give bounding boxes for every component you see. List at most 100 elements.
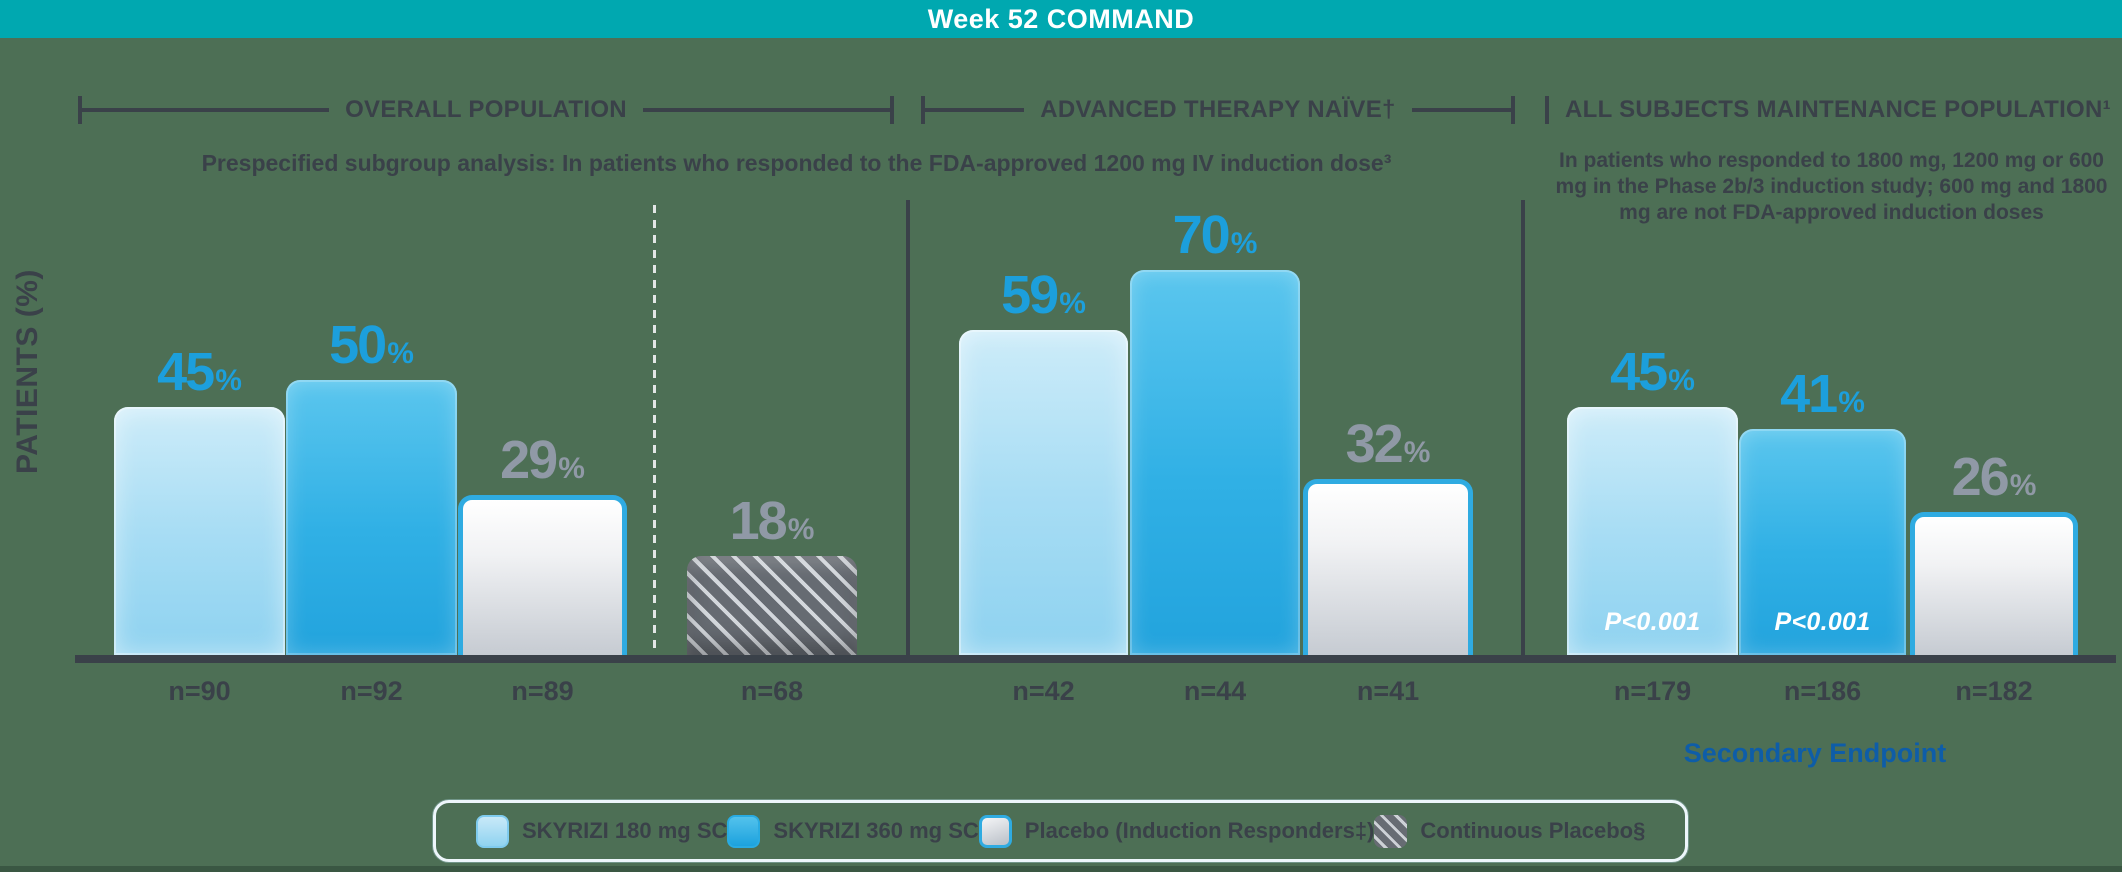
bar-n-label: n=44 [1183, 676, 1247, 706]
percent-sign: % [1668, 364, 1695, 398]
bar-skyrizi-360-maintenance: 41% P<0.001 n=186 [1739, 367, 1906, 706]
bar-rect [687, 556, 857, 655]
bar-n-label: n=42 [1012, 676, 1075, 706]
bar-rect: P<0.001 [1567, 407, 1738, 655]
percent-sign: % [215, 364, 242, 398]
percent-value: 41 [1780, 364, 1838, 425]
bar-placebo-maintenance: 26% n=182 [1910, 450, 2078, 706]
percent-value: 45 [157, 342, 215, 403]
percent-sign: % [1403, 436, 1431, 470]
bar-n-label: n=182 [1955, 676, 2033, 706]
percent-value: 70 [1172, 205, 1231, 266]
section-title-all-subjects-maintenance: ALL SUBJECTS MAINTENANCE POPULATION¹ [1565, 96, 2111, 123]
bar-placebo-overall: 29% n=89 [458, 433, 627, 706]
bar-n-label: n=186 [1783, 676, 1862, 706]
legend-item-continuous-placebo: Continuous Placebo§ [1374, 814, 1646, 848]
bar-percent-label: 59% [1001, 268, 1086, 322]
bar-percent-label: 41% [1780, 367, 1865, 421]
percent-value: 59 [1001, 265, 1059, 326]
percent-sign: % [1838, 386, 1865, 420]
legend-label: Placebo (Induction Responders‡) [1024, 818, 1375, 843]
percent-value: 45 [1610, 342, 1668, 403]
bar-n-label: n=179 [1613, 676, 1692, 706]
bar-percent-label: 26% [1952, 450, 2037, 504]
legend-swatch-skyrizi-360 [727, 814, 761, 848]
bracket-line [925, 108, 1025, 112]
bar-skyrizi-360-naive: 70% n=44 [1130, 208, 1300, 706]
percent-sign: % [1059, 287, 1086, 321]
percent-value: 18 [729, 491, 788, 552]
bar-rect [286, 380, 457, 655]
bracket-cap [890, 96, 895, 124]
section-divider-line [1521, 200, 1525, 655]
legend-label: SKYRIZI 360 mg SC [773, 818, 979, 843]
percent-value: 29 [500, 430, 558, 491]
legend-swatch-skyrizi-180 [476, 814, 509, 848]
bracket-line [642, 108, 891, 112]
bracket-line [82, 108, 330, 112]
bar-percent-label: 70% [1173, 208, 1258, 262]
header-bar: Week 52 COMMAND [0, 0, 2122, 38]
subtitle-maintenance-population: In patients who responded to 1800 mg, 12… [1555, 149, 2108, 224]
legend-item-skyrizi-180: SKYRIZI 180 mg SC [476, 814, 728, 848]
bar-continuous-placebo-overall: 18% n=68 [687, 494, 857, 706]
bottom-edge-strip [0, 866, 2122, 872]
legend-swatch-placebo [978, 814, 1012, 848]
bracket-cap [921, 96, 925, 124]
bracket-cap [1511, 96, 1515, 124]
percent-sign: % [387, 337, 414, 371]
section-bracket-advanced-therapy-naive: ADVANCED THERAPY NAÏVE† [921, 96, 1515, 124]
percent-value: 26 [1951, 447, 2010, 508]
bar-n-label: n=92 [340, 676, 403, 706]
percent-sign: % [1230, 227, 1258, 261]
bar-rect [959, 330, 1128, 655]
legend-label: SKYRIZI 180 mg SC [522, 818, 728, 843]
bar-n-label: n=41 [1356, 676, 1420, 706]
percent-value: 32 [1345, 414, 1404, 475]
bar-placebo-naive: 32% n=41 [1303, 417, 1473, 706]
bar-n-label: n=68 [740, 676, 804, 706]
page-title: Week 52 COMMAND [927, 3, 1195, 34]
legend-item-skyrizi-360: SKYRIZI 360 mg SC [727, 814, 979, 848]
legend-label: Continuous Placebo§ [1420, 818, 1646, 843]
bracket-cap [1545, 96, 1549, 124]
bar-rect: P<0.001 [1739, 429, 1906, 655]
bar-percent-label: 45% [1610, 345, 1695, 399]
bar-percent-label: 32% [1346, 417, 1431, 471]
bar-rect [1910, 512, 2078, 655]
bar-rect [114, 407, 285, 655]
bar-skyrizi-180-overall: 45% n=90 [114, 345, 285, 706]
section-title-overall-population: OVERALL POPULATION [345, 96, 627, 123]
section-bracket-all-subjects-maintenance: ALL SUBJECTS MAINTENANCE POPULATION¹ [1545, 96, 2112, 124]
bar-skyrizi-180-maintenance: 45% P<0.001 n=179 [1567, 345, 1738, 706]
bracket-cap [78, 96, 82, 124]
y-axis-label: PATIENTS (%) [11, 269, 44, 475]
bar-n-label: n=90 [168, 676, 231, 706]
section-title-advanced-therapy-naive: ADVANCED THERAPY NAÏVE† [1040, 96, 1396, 123]
bar-percent-label: 18% [730, 494, 815, 548]
legend-swatch-continuous-placebo [1374, 814, 1408, 848]
secondary-endpoint-label: Secondary Endpoint [1683, 738, 1947, 768]
percent-value: 50 [329, 315, 387, 376]
x-axis-baseline [75, 655, 2116, 663]
percent-sign: % [2009, 469, 2037, 503]
p-value-label: P<0.001 [1774, 608, 1871, 636]
bar-rect [1303, 479, 1473, 655]
bar-percent-label: 29% [500, 433, 585, 487]
bracket-line [1411, 108, 1511, 112]
percent-sign: % [787, 513, 815, 547]
legend: SKYRIZI 180 mg SC SKYRIZI 360 mg SC Plac… [433, 800, 1688, 862]
bar-skyrizi-360-overall: 50% n=92 [286, 318, 457, 706]
bar-rect [458, 495, 627, 655]
bar-percent-label: 50% [329, 318, 414, 372]
legend-item-placebo-induction-responders: Placebo (Induction Responders‡) [978, 814, 1375, 848]
section-divider-line [906, 200, 910, 655]
bar-n-label: n=89 [511, 676, 574, 706]
bar-percent-label: 45% [157, 345, 242, 399]
dashed-divider-line [653, 205, 656, 655]
section-bracket-overall-population: OVERALL POPULATION [78, 96, 895, 124]
bar-skyrizi-180-naive: 59% n=42 [959, 268, 1128, 706]
subtitle-prespecified-subgroup: Prespecified subgroup analysis: In patie… [201, 150, 1392, 176]
p-value-label: P<0.001 [1604, 608, 1701, 636]
